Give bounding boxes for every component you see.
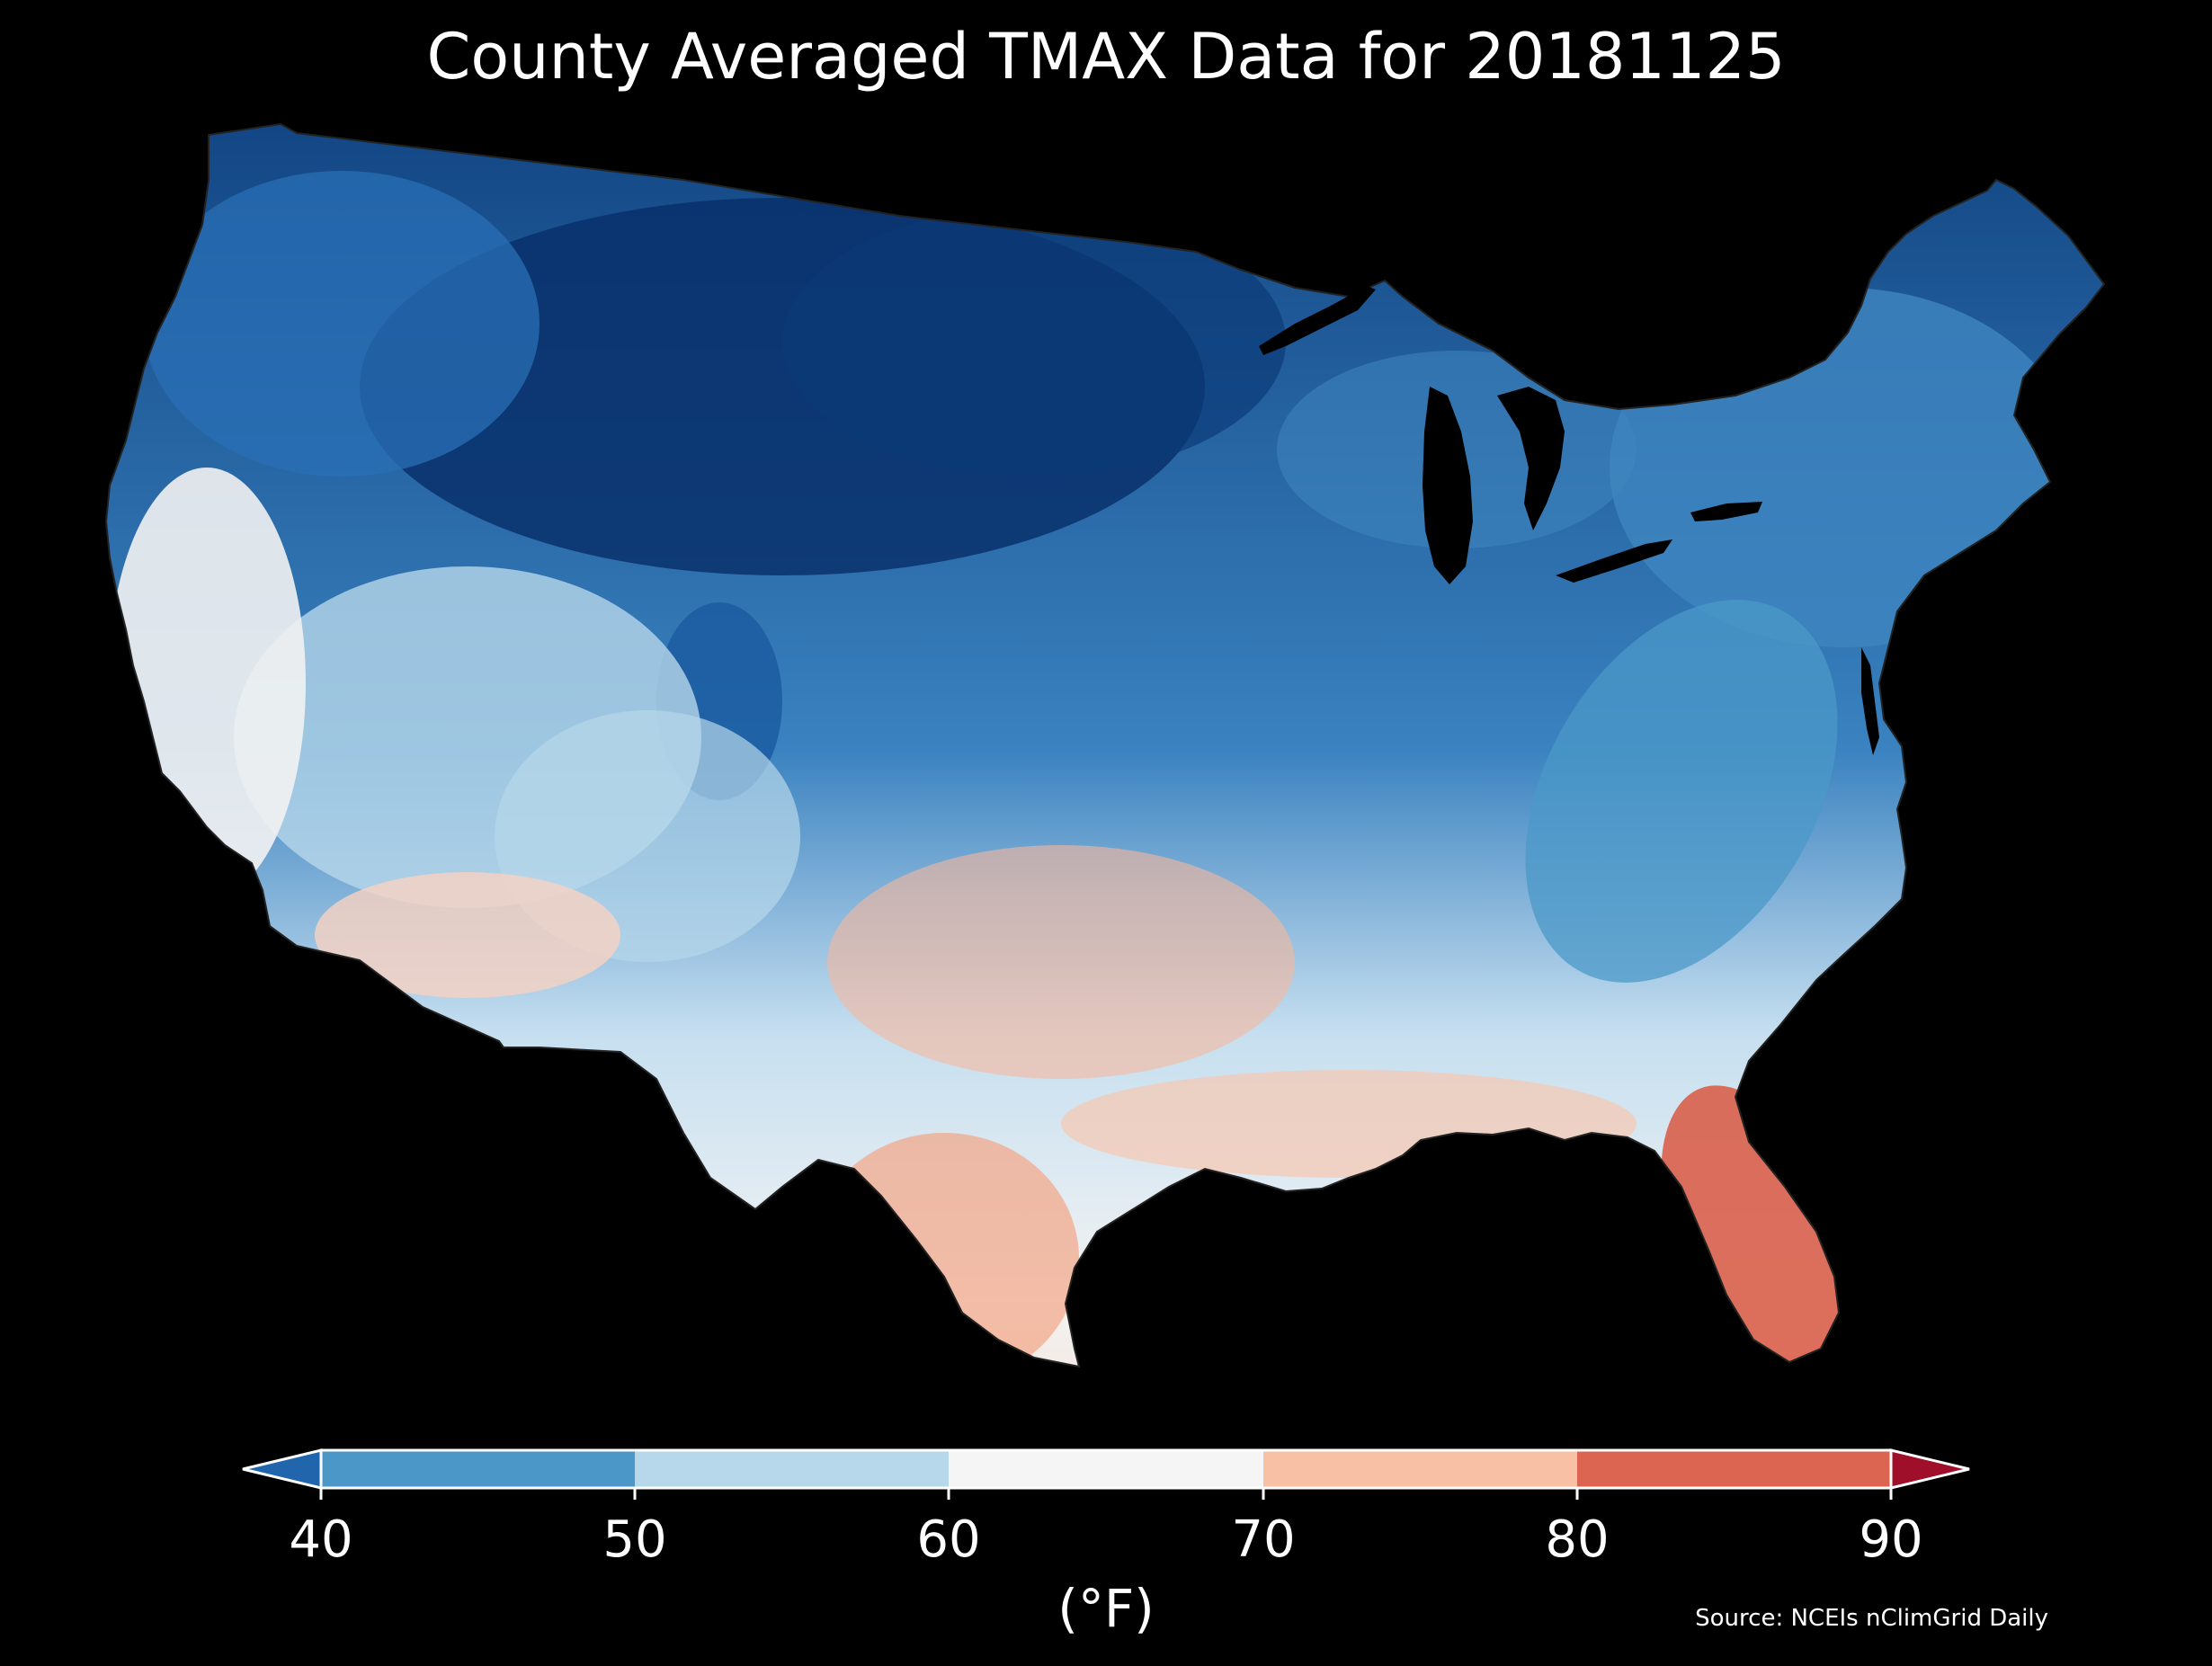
colorbar-bin — [949, 1450, 1263, 1488]
colorbar-bin — [635, 1450, 949, 1488]
map-title: County Averaged TMAX Data for 20181125 — [426, 20, 1786, 94]
colorbar-overflow-arrow — [1889, 1448, 1970, 1490]
colorbar-tick-label: 50 — [602, 1510, 667, 1569]
colorbar-tick-label: 70 — [1231, 1510, 1296, 1569]
lake-ontario — [1690, 502, 1762, 521]
colorbar-frame — [319, 1448, 1893, 1490]
colorbar-tick-label: 60 — [916, 1510, 981, 1569]
chesapeake-bay — [1861, 647, 1879, 755]
colorbar-bin — [321, 1450, 635, 1488]
colorbar-units-label: (°F) — [1057, 1578, 1155, 1639]
colorbar-tick-label: 80 — [1545, 1510, 1610, 1569]
us-outline — [104, 122, 2106, 1368]
source-credit: Source: NCEIs nClimGrid Daily — [1695, 1605, 2048, 1632]
lake-superior — [1259, 286, 1376, 355]
lake-michigan — [1423, 387, 1473, 584]
colorbar-tick-label: 40 — [289, 1510, 353, 1569]
colorbar-tick-label: 90 — [1859, 1510, 1923, 1569]
colorbar-underflow-arrow — [242, 1448, 323, 1490]
colorbar-bin — [1577, 1450, 1891, 1488]
lake-erie — [1556, 539, 1672, 583]
colorbar-bin — [1263, 1450, 1577, 1488]
lake-huron — [1497, 387, 1565, 530]
